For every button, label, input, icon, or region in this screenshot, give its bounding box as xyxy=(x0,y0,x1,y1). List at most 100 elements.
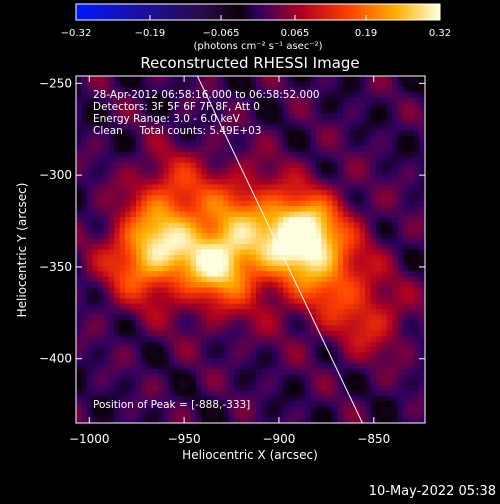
heatmap-cell xyxy=(283,244,290,251)
heatmap-cell xyxy=(125,184,132,191)
heatmap-cell xyxy=(337,254,344,261)
heatmap-cell xyxy=(343,249,350,256)
heatmap-cell xyxy=(81,141,88,148)
heatmap-cell xyxy=(179,330,186,337)
heatmap-cell xyxy=(370,124,377,131)
heatmap-cell xyxy=(332,184,339,191)
heatmap-cell xyxy=(146,233,153,240)
heatmap-cell xyxy=(359,179,366,186)
heatmap-cell xyxy=(239,81,246,88)
heatmap-cell xyxy=(81,395,88,402)
heatmap-cell xyxy=(223,390,230,397)
heatmap-cell xyxy=(92,206,99,213)
heatmap-cell xyxy=(310,282,317,289)
heatmap-cell xyxy=(76,86,83,93)
heatmap-cell xyxy=(315,124,322,131)
heatmap-cell xyxy=(141,319,148,327)
heatmap-cell xyxy=(157,265,164,272)
heatmap-cell xyxy=(375,130,382,137)
heatmap-cell xyxy=(343,162,350,169)
heatmap-cell xyxy=(348,130,355,137)
heatmap-cell xyxy=(135,113,143,120)
heatmap-cell xyxy=(174,135,181,142)
heatmap-cell xyxy=(403,211,410,218)
heatmap-cell xyxy=(81,282,88,289)
heatmap-cell xyxy=(261,119,268,126)
heatmap-cell xyxy=(332,189,339,196)
heatmap-cell xyxy=(365,200,372,207)
heatmap-cell xyxy=(135,173,143,180)
heatmap-cell xyxy=(403,244,410,251)
heatmap-cell xyxy=(414,76,421,83)
heatmap-cell xyxy=(332,254,339,261)
heatmap-cell xyxy=(354,390,361,397)
heatmap-cell xyxy=(163,200,170,207)
heatmap-cell xyxy=(152,113,159,120)
heatmap-cell xyxy=(381,189,388,196)
heatmap-cell xyxy=(146,363,153,370)
heatmap-cell xyxy=(168,184,175,191)
heatmap-cell xyxy=(283,108,290,115)
heatmap-cell xyxy=(163,347,170,354)
heatmap-cell xyxy=(272,406,279,413)
heatmap-cell xyxy=(272,108,279,115)
heatmap-cell xyxy=(326,108,333,115)
heatmap-cell xyxy=(92,265,99,272)
heatmap-cell xyxy=(392,173,399,180)
heatmap-cell xyxy=(381,238,388,245)
heatmap-cell xyxy=(86,157,93,164)
heatmap-cell xyxy=(206,108,213,115)
heatmap-cell xyxy=(392,195,399,202)
heatmap-cell xyxy=(375,244,382,251)
heatmap-cell xyxy=(141,97,148,104)
heatmap-cell xyxy=(223,189,230,196)
heatmap-cell xyxy=(261,157,268,164)
heatmap-cell xyxy=(250,390,257,397)
heatmap-cell xyxy=(239,406,246,413)
heatmap-cell xyxy=(337,76,344,83)
heatmap-cell xyxy=(217,130,224,137)
heatmap-cell xyxy=(365,368,372,375)
heatmap-cell xyxy=(234,260,241,267)
heatmap-cell xyxy=(217,162,224,169)
heatmap-cell xyxy=(288,86,295,93)
heatmap-cell xyxy=(370,292,377,299)
heatmap-cell xyxy=(81,417,88,423)
heatmap-cell xyxy=(103,103,110,110)
heatmap-cell xyxy=(130,168,137,175)
heatmap-cell xyxy=(76,298,83,305)
heatmap-cell xyxy=(348,309,355,316)
heatmap-cell xyxy=(419,135,425,142)
heatmap-cell xyxy=(272,168,279,175)
heatmap-cell xyxy=(201,216,208,223)
heatmap-cell xyxy=(141,330,148,337)
heatmap-cell xyxy=(359,162,366,169)
heatmap-cell xyxy=(190,86,197,93)
heatmap-cell xyxy=(305,271,312,278)
heatmap-cell xyxy=(163,189,170,196)
heatmap-cell xyxy=(305,325,312,332)
heatmap-cell xyxy=(119,265,126,272)
heatmap-cell xyxy=(103,222,110,229)
heatmap-cell xyxy=(381,168,388,175)
heatmap-cell xyxy=(201,151,208,158)
heatmap-cell xyxy=(354,184,361,191)
heatmap-cell xyxy=(92,276,99,283)
heatmap-cell xyxy=(343,357,350,364)
heatmap-cell xyxy=(332,222,339,229)
heatmap-cell xyxy=(370,287,377,294)
heatmap-cell xyxy=(119,173,126,180)
heatmap-cell xyxy=(157,162,164,169)
heatmap-cell xyxy=(381,254,388,261)
heatmap-cell xyxy=(365,282,372,289)
heatmap-cell xyxy=(250,189,257,196)
heatmap-cell xyxy=(392,314,399,321)
heatmap-cell xyxy=(135,227,143,234)
heatmap-cell xyxy=(114,216,121,223)
heatmap-cell xyxy=(266,76,273,83)
heatmap-cell xyxy=(250,314,257,321)
heatmap-cell xyxy=(130,347,137,354)
heatmap-cell xyxy=(174,352,181,359)
heatmap-cell xyxy=(163,157,170,164)
heatmap-cell xyxy=(283,330,290,337)
